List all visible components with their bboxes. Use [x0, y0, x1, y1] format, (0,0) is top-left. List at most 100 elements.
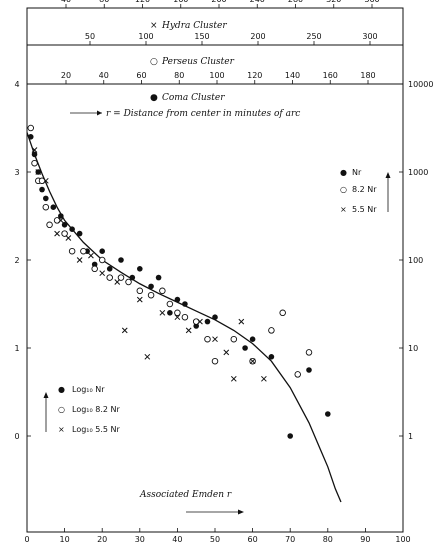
hydra-label: ×: [150, 21, 158, 31]
x-tick-label: 40: [172, 535, 182, 544]
data-point-cross: [35, 169, 42, 175]
distance-note: r = Distance from center in minutes of a…: [106, 109, 300, 119]
data-point-filled: [182, 301, 188, 307]
data-point-open: [192, 318, 200, 325]
data-point-filled: [31, 151, 38, 158]
legend-left-text-3: Log₁₀ 5.5 Nr: [72, 425, 120, 434]
top-axis-tick-label: 160: [173, 0, 188, 4]
x-tick-label: 100: [395, 535, 410, 544]
legend-right: ● Nr ○ 8.2 Nr × 5.5 Nr: [340, 168, 391, 214]
data-point-cross: [88, 252, 94, 259]
perseus-cluster-label: Perseus Cluster: [161, 57, 235, 67]
top-axis-tick-label: 280: [288, 0, 303, 4]
top-axis-tick-label: 100: [138, 32, 153, 41]
data-point-cross: [144, 353, 151, 360]
data-point-filled: [306, 367, 312, 373]
coma-marker: ●: [150, 93, 158, 103]
x-tick-label: 0: [24, 535, 29, 544]
data-point-cross: [174, 314, 181, 321]
top-axis-tick-label: 240: [250, 0, 265, 4]
data-point-filled: [69, 226, 75, 232]
data-point-open: [268, 327, 275, 334]
top-axis-tick-label: 300: [362, 32, 377, 41]
legend-left-marker-3: ×: [58, 425, 65, 434]
data-point-open: [166, 300, 174, 308]
data-point-cross: [185, 327, 192, 334]
legend-right-marker-1: ●: [340, 168, 347, 177]
data-point-open: [204, 335, 211, 343]
data-point-filled: [129, 274, 136, 281]
data-point-filled: [268, 354, 275, 360]
top-axis-tick-label: 80: [99, 0, 109, 4]
data-point-cross: [249, 358, 256, 365]
top-axis-tick-label: 80: [174, 71, 184, 80]
data-point-cross: [136, 296, 143, 303]
top-axis-tick-label: 320: [326, 0, 341, 4]
data-point-filled: [249, 336, 256, 343]
data-point-open: [98, 256, 106, 264]
data-point-filled: [106, 266, 113, 272]
legend-left-text-2: Log₁₀ 8.2 Nr: [72, 405, 120, 414]
y-right-tick-label: 10000: [408, 80, 433, 89]
data-point-open: [80, 247, 87, 255]
x-tick-label: 90: [360, 535, 370, 544]
x-tick-label: 30: [135, 535, 145, 544]
top-axis-tick-label: 120: [247, 71, 262, 80]
data-point-filled: [167, 310, 173, 316]
data-point-open: [181, 313, 189, 321]
data-point-open: [53, 217, 61, 224]
data-point-filled: [193, 323, 199, 329]
data-point-filled: [155, 274, 162, 281]
data-point-cross: [159, 309, 166, 316]
legend-left-arrow-head: [43, 392, 49, 398]
data-point-filled: [325, 411, 331, 417]
data-point-filled: [61, 222, 68, 228]
data-point-filled: [174, 296, 181, 303]
data-point-filled: [148, 283, 154, 290]
top-axis-tick-label: 200: [211, 0, 226, 4]
x-tick-label: 60: [248, 535, 258, 544]
legend-right-arrow-head: [385, 172, 391, 178]
x-tick-label: 20: [97, 535, 107, 544]
y-tick-label: 4: [14, 80, 19, 89]
data-point-open: [117, 274, 125, 281]
data-point-cross: [54, 230, 60, 237]
coma-cluster-label: Coma Cluster: [162, 93, 225, 103]
y-tick-label: 0: [14, 432, 19, 441]
data-point-cross: [223, 349, 230, 356]
data-point-open: [147, 291, 155, 299]
y-right-tick-label: 100: [408, 256, 423, 265]
data-point-open: [159, 287, 166, 295]
legend-right-text-2: 8.2 Nr: [352, 185, 377, 194]
data-point-cross: [42, 177, 49, 184]
y-right-tick-label: 1000: [408, 168, 428, 177]
top-axis-tick-label: 100: [209, 71, 224, 80]
top-axis-tick-label: 40: [61, 0, 71, 4]
y-right-tick-label: 10: [408, 344, 418, 353]
data-point-open: [38, 177, 46, 185]
data-point-cross: [212, 336, 218, 343]
data-point-filled: [27, 134, 34, 140]
legend-left-marker-1: ●: [58, 385, 65, 394]
data-point-filled: [99, 248, 105, 254]
x-axis-label: Associated Emden r: [139, 490, 232, 500]
legend-right-text-3: 5.5 Nr: [352, 205, 377, 214]
top-axis-tick-label: 360: [364, 0, 379, 4]
data-point-open: [294, 371, 301, 378]
legend-right-marker-3: ×: [340, 205, 347, 214]
data-point-filled: [137, 266, 143, 272]
y-right-tick-label: 1: [408, 432, 413, 441]
data-point-cross: [76, 257, 83, 263]
data-point-cross: [31, 147, 38, 153]
data-point-filled: [39, 186, 45, 193]
top-axis-tick-label: 200: [250, 32, 265, 41]
x-tick-label: 10: [60, 535, 70, 544]
x-tick-label: 50: [210, 535, 220, 544]
top-axis-tick-label: 140: [285, 71, 300, 80]
plot-frame: [26, 7, 404, 533]
top-axis-tick-label: 160: [323, 71, 338, 80]
data-point-open: [211, 357, 219, 365]
data-point-open: [27, 124, 35, 132]
data-point-filled: [43, 195, 49, 202]
